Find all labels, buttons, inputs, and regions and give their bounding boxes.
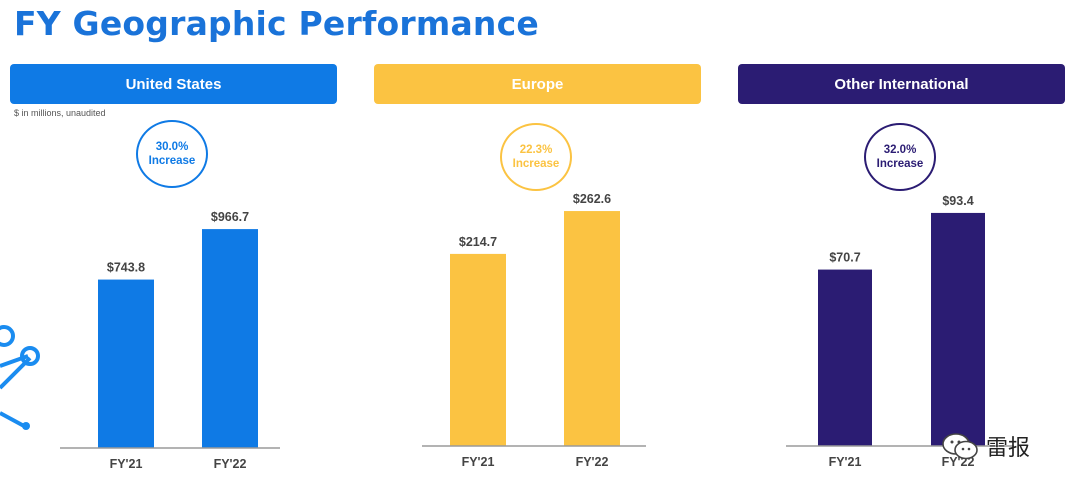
data-label-europe-2: $262.6 (573, 192, 611, 206)
region-header-united-states: United States (10, 64, 337, 104)
data-label-other-international-1: $70.7 (829, 251, 860, 265)
data-label-europe-1: $214.7 (459, 235, 497, 249)
data-label-united-states-1: $743.8 (107, 261, 145, 275)
bar-other-international-2 (931, 212, 985, 446)
change-badge-other-international: 32.0% Increase (864, 123, 936, 191)
tick-label-europe-2: FY'22 (576, 455, 609, 469)
tick-label-europe-1: FY'21 (462, 455, 495, 469)
change-label: Increase (512, 158, 560, 170)
bar-united-states-2 (202, 229, 258, 448)
change-label: Increase (148, 155, 196, 167)
bar-united-states-1 (98, 279, 154, 448)
change-value: 30.0% (155, 141, 189, 153)
watermark-text: 雷报 (986, 436, 1031, 461)
panel-united-states: United States 30.0% Increase $743.8 FY'21… (10, 64, 337, 484)
panel-europe: Europe 22.3% Increase $214.7 FY'21 $262.6 F… (374, 64, 701, 484)
bar-other-international-1 (818, 269, 872, 446)
data-label-other-international-2: $93.4 (942, 194, 973, 208)
watermark: 雷报 (940, 430, 1030, 462)
change-label: Increase (876, 158, 924, 170)
units-note: $ in millions, unaudited (14, 108, 106, 118)
tick-label-united-states-2: FY'22 (214, 457, 247, 471)
tick-label-other-international-1: FY'21 (829, 455, 862, 469)
region-header-europe: Europe (374, 64, 701, 104)
network-decoration-icon (0, 325, 40, 430)
region-header-other-international: Other International (738, 64, 1065, 104)
wechat-icon (942, 433, 978, 460)
panel-other-international: Other International 32.0% Increase $70.7… (738, 64, 1065, 484)
bar-chart-other-international: $70.7FY'21$93.4FY'22 (786, 194, 1014, 469)
tick-label-united-states-1: FY'21 (110, 457, 143, 471)
change-value: 32.0% (883, 144, 917, 156)
bar-europe-2 (564, 211, 620, 446)
page-title: FY Geographic Performance (14, 4, 539, 43)
bar-chart-europe: $214.7 FY'21 $262.6 FY'22 (422, 192, 646, 469)
change-value: 22.3% (519, 144, 553, 156)
change-badge-europe: 22.3% Increase (500, 123, 572, 191)
bar-chart-united-states: $743.8 FY'21 $966.7 FY'22 (60, 210, 280, 471)
data-label-united-states-2: $966.7 (211, 210, 249, 224)
bar-europe-1 (450, 253, 506, 446)
change-badge-united-states: 30.0% Increase (136, 120, 208, 188)
